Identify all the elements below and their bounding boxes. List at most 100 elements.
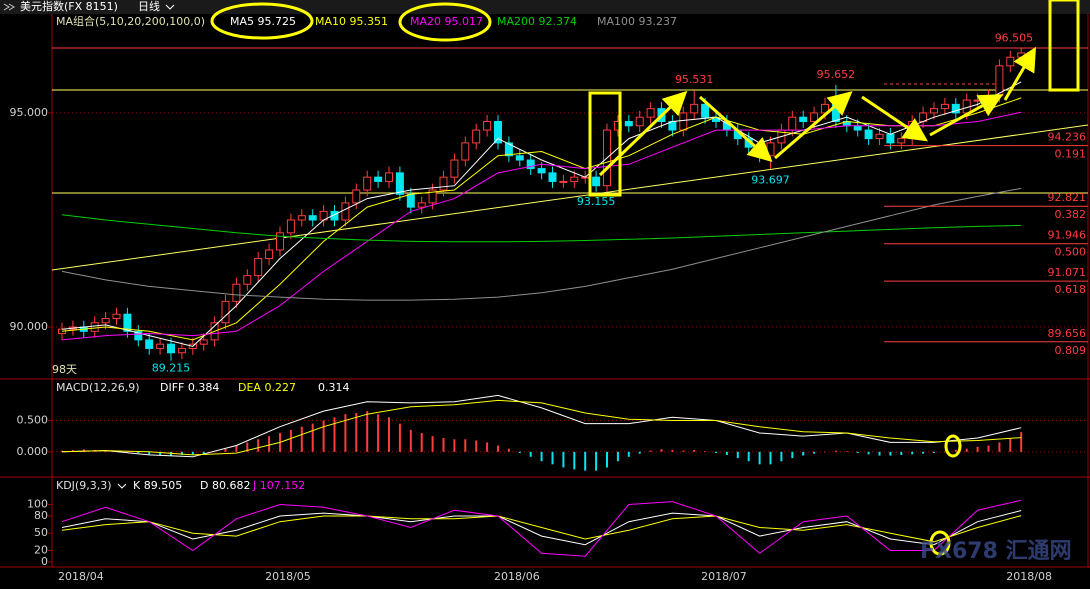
macd-bar [137, 451, 140, 454]
macd-bar [780, 451, 783, 462]
candle-body [243, 275, 252, 285]
macd-bar [104, 450, 107, 452]
legend-name: J [252, 479, 256, 492]
candle-body [472, 129, 481, 144]
highlights [210, 0, 1080, 556]
macd-bar [71, 449, 74, 452]
candle-body [624, 120, 633, 127]
candle-body [635, 116, 644, 127]
arrow [698, 95, 773, 163]
macd-bar [431, 436, 434, 452]
macd-bar [300, 426, 303, 452]
arrow [861, 95, 928, 142]
candle-body [112, 313, 121, 319]
macd-bar [584, 451, 587, 471]
macd-bar [660, 449, 663, 452]
arrow [929, 94, 1004, 137]
macd-bar [715, 451, 717, 454]
candle-body [450, 159, 459, 178]
candle-body [973, 99, 982, 102]
arrow [598, 90, 688, 177]
candle-body [363, 176, 372, 191]
candle-body [1006, 56, 1015, 67]
watermark: FX678 汇通网 [920, 539, 1072, 564]
legend-value: 95.017 [445, 15, 484, 28]
fib-ratio: 0.618 [1055, 283, 1087, 296]
dropdown-caret[interactable] [165, 4, 175, 10]
fib-price: 91.946 [1048, 229, 1087, 242]
legend-value: 89.505 [144, 479, 183, 492]
candle-body [439, 176, 448, 191]
period-selector[interactable]: 日线 [138, 0, 160, 13]
candle-body [864, 129, 873, 140]
macd-bar [344, 414, 347, 452]
macd-bar [682, 450, 685, 452]
indicator-line [61, 499, 1022, 557]
legend-entry: MA100 93.237 [597, 15, 677, 28]
candle-body [286, 219, 295, 234]
macd-bar [824, 451, 826, 453]
candle-body [406, 193, 415, 208]
macd-bar [180, 451, 183, 455]
macd-bar [725, 451, 728, 455]
macd-bar [998, 442, 1001, 452]
fib-ratio: 0.191 [1055, 148, 1087, 161]
legend-entry: MA5 95.725 [230, 15, 296, 28]
candle-body [548, 172, 557, 182]
candle-body [504, 142, 513, 157]
legend-value: 107.152 [260, 479, 306, 492]
macd-bar [758, 451, 761, 465]
macd-bar [834, 450, 837, 452]
macd-bar [867, 451, 870, 455]
legend-entry: DEA 0.227 [238, 381, 296, 394]
top-bar [0, 0, 1090, 14]
legend-entry: D 80.682 [200, 479, 250, 492]
macd-bar [224, 448, 227, 452]
price-annotation: 95.531 [675, 73, 714, 86]
indicator-line [61, 97, 1022, 341]
fib-ratio: 0.382 [1055, 208, 1087, 221]
y-tick-label: 0.000 [17, 445, 49, 458]
macd-bar [322, 420, 325, 452]
legend-name: MA10 [315, 15, 346, 28]
legend-value: 0.227 [264, 381, 296, 394]
candle-body [494, 120, 502, 144]
y-tick-label: 20 [34, 543, 48, 556]
macd-bar [268, 436, 271, 452]
candle-body [330, 210, 339, 221]
candle-body [570, 176, 579, 182]
macd-bar [747, 451, 750, 462]
legend-entry: MA20 95.017 [410, 15, 483, 28]
arrow [1003, 46, 1037, 101]
candle-body [483, 120, 492, 131]
candle-body [254, 258, 263, 277]
instrument-title: 美元指数(FX 8151) [20, 0, 118, 13]
highlight-box [588, 91, 622, 197]
macd-bar [562, 451, 565, 468]
highlight-ellipse [398, 2, 492, 42]
x-tick-label: 2018/04 [58, 570, 104, 583]
macd-bar [606, 451, 608, 468]
price-annotation: 93.697 [751, 174, 790, 187]
macd-bar [420, 433, 423, 452]
macd-bar [911, 451, 914, 455]
legend-name: K [133, 479, 141, 492]
macd-bar [257, 439, 260, 452]
nav-icon[interactable] [3, 3, 15, 11]
macd-bar [159, 451, 162, 455]
macd-bar [202, 451, 205, 454]
macd-bar [388, 417, 390, 452]
legend-value: 0.384 [188, 381, 220, 394]
macd-bar [693, 449, 696, 452]
indicator-line [61, 111, 1022, 341]
macd-bar [540, 451, 543, 462]
fib-price: 92.821 [1048, 191, 1087, 204]
candle-body [341, 202, 350, 221]
candle-body [123, 313, 132, 332]
macd-bar [736, 451, 739, 459]
candle-body [308, 215, 317, 221]
macd-bar [377, 414, 380, 452]
highlight-ellipse [929, 530, 951, 556]
